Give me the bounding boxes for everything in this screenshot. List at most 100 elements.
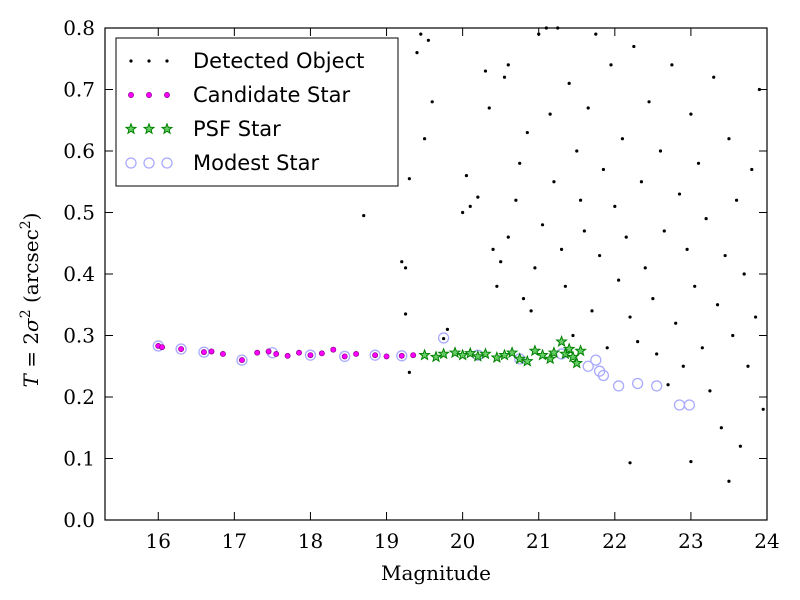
y-tick-label: 0.3 — [63, 324, 95, 348]
data-point — [613, 204, 617, 208]
data-point — [712, 75, 716, 79]
data-point — [437, 347, 450, 360]
data-point — [689, 112, 693, 116]
data-point — [265, 348, 272, 355]
data-point — [708, 389, 712, 393]
y-tick-label: 0.2 — [63, 385, 95, 409]
y-label-unit-exp: 2 — [18, 220, 34, 229]
data-point — [403, 266, 408, 270]
points-layer — [152, 26, 765, 483]
data-point — [571, 333, 575, 338]
legend-label: Modest Star — [193, 151, 319, 175]
legend-marker — [128, 92, 134, 98]
data-point — [487, 106, 491, 110]
data-point — [418, 348, 431, 361]
data-point — [307, 352, 314, 359]
legend-marker — [161, 157, 173, 169]
data-point — [471, 349, 485, 362]
data-point — [159, 344, 166, 351]
data-point — [670, 63, 674, 67]
data-point — [318, 350, 325, 357]
data-point — [426, 38, 430, 42]
data-point — [673, 399, 686, 411]
data-point — [566, 350, 580, 363]
data-point — [666, 383, 670, 387]
data-point — [555, 335, 568, 348]
legend-label: PSF Star — [193, 117, 281, 141]
data-point — [369, 349, 381, 361]
legend-label: Candidate Star — [193, 83, 350, 107]
y-tick-label: 0.1 — [63, 447, 95, 471]
data-point — [506, 235, 510, 239]
data-point — [362, 213, 366, 218]
data-point — [651, 297, 655, 301]
data-point — [582, 229, 586, 233]
data-point — [175, 343, 187, 355]
data-point — [540, 223, 545, 227]
legend-marker — [124, 122, 138, 135]
data-point — [677, 192, 682, 196]
data-point — [445, 327, 450, 331]
data-point — [662, 229, 666, 233]
x-tick-label: 24 — [754, 529, 779, 553]
legend-marker — [125, 157, 137, 169]
x-tick-label: 23 — [678, 529, 703, 553]
data-point — [567, 81, 571, 85]
data-point — [594, 32, 598, 36]
data-point — [495, 284, 499, 288]
data-point — [738, 444, 742, 448]
data-point — [372, 352, 379, 359]
data-point — [410, 352, 417, 359]
data-point — [552, 180, 556, 184]
data-point — [254, 349, 261, 356]
y-axis-label: T = 2σ2 (arcsec2) — [18, 212, 43, 387]
data-point — [479, 347, 492, 360]
data-point — [521, 297, 526, 301]
data-point — [514, 198, 518, 202]
legend-marker — [165, 59, 169, 63]
data-point — [582, 360, 594, 372]
data-point — [693, 284, 697, 288]
data-point — [651, 380, 663, 392]
data-point — [468, 204, 472, 208]
data-point — [624, 235, 628, 239]
data-point — [704, 217, 708, 221]
data-point — [609, 63, 613, 67]
data-point — [330, 346, 337, 353]
y-tick-label: 0.4 — [63, 262, 95, 286]
data-point — [499, 260, 503, 264]
data-point — [723, 253, 727, 258]
x-tick-label: 18 — [298, 529, 323, 553]
data-point — [562, 342, 576, 355]
data-point — [430, 100, 434, 104]
data-point — [620, 137, 625, 141]
data-point — [415, 51, 419, 55]
legend: Detected Object Candidate Star PSF Star Mod… — [115, 37, 399, 187]
data-point — [761, 407, 765, 411]
data-point — [559, 247, 564, 251]
data-point — [239, 357, 245, 364]
legend-marker — [143, 157, 155, 169]
data-point — [700, 346, 704, 350]
svg-text:T = 2σ2 (arcsec2): T = 2σ2 (arcsec2) — [18, 212, 43, 387]
data-point — [578, 198, 583, 202]
data-point — [383, 353, 390, 360]
data-point — [719, 426, 723, 430]
data-point — [597, 369, 610, 382]
legend-marker — [160, 122, 174, 135]
data-point — [689, 459, 693, 464]
data-point — [601, 167, 606, 172]
data-point — [547, 346, 561, 359]
data-point — [590, 354, 602, 366]
legend-box — [115, 37, 399, 187]
axes-layer: 16 17 18 19 20 21 22 23 24 0.0 0.1 0.2 0.3 0.4 0.5 0.6 0… — [63, 16, 780, 553]
data-point — [483, 69, 488, 73]
data-point — [612, 380, 625, 392]
data-point — [727, 137, 731, 141]
data-point — [219, 351, 226, 357]
data-point — [617, 278, 621, 282]
x-tick-label: 20 — [450, 529, 475, 553]
legend-marker — [142, 122, 156, 135]
data-point — [437, 332, 450, 344]
